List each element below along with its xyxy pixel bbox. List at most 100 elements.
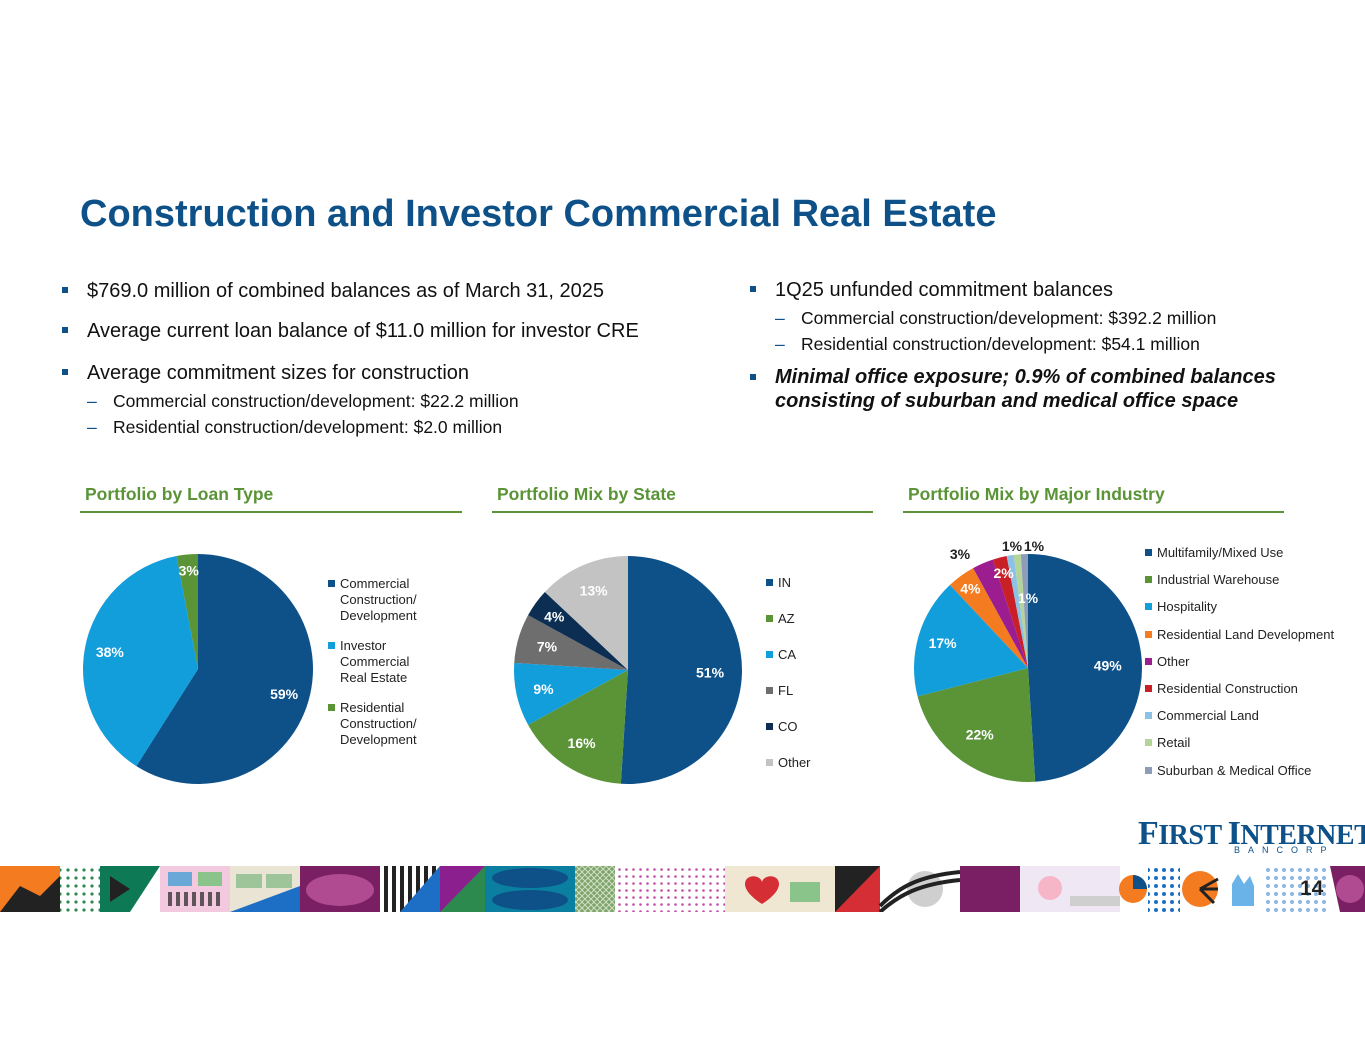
pie-data-label: 59% (270, 686, 299, 702)
legend-label: CA (778, 647, 797, 662)
chart-title-industry: Portfolio Mix by Major Industry (903, 484, 1284, 513)
chart-title-loan-type: Portfolio by Loan Type (80, 484, 462, 513)
legend-swatch-icon (1145, 684, 1152, 692)
sub-bullet-text: Residential construction/development: $2… (113, 417, 503, 437)
pie-data-label: 1% (1018, 590, 1039, 606)
legend-label: Other (778, 755, 811, 770)
chart-title-state: Portfolio Mix by State (492, 484, 873, 513)
legend-swatch-icon (1145, 576, 1152, 584)
legend-entry: IN (766, 575, 856, 611)
legend-swatch-icon (766, 759, 773, 766)
legend-entry: Other (1145, 654, 1355, 681)
bullet-square-icon (750, 374, 756, 380)
legend-swatch-icon (766, 579, 773, 586)
legend-label: Hospitality (1157, 599, 1217, 615)
pie-slice (1006, 554, 1028, 668)
legend-entry: Multifamily/Mixed Use (1145, 545, 1355, 572)
legend-label: IN (778, 575, 791, 590)
pie-data-label: 16% (568, 735, 597, 751)
bullet-item: Average commitment sizes for constructio… (62, 360, 732, 440)
legend-swatch-icon (766, 687, 773, 694)
legend-entry: Investor Commercial Real Estate (328, 638, 438, 686)
sub-bullet-item: – Commercial construction/development: $2… (87, 388, 732, 414)
pie-data-label: 4% (544, 608, 565, 624)
legend-entry: Commercial Construction/ Development (328, 576, 438, 624)
pie-chart-state: 51% 16% 9% 7% 4% 13% (514, 556, 743, 784)
pie-data-label: 9% (533, 681, 554, 697)
pie-chart-loan-type: 59% 38% 3% (83, 554, 313, 784)
legend-entry: Commercial Land (1145, 708, 1355, 735)
legend-state: IN AZ CA FL CO Other (766, 575, 856, 791)
legend-label: Residential Construction/ Development (340, 700, 417, 747)
pie-slice (914, 584, 1028, 697)
bullet-item: 1Q25 unfunded commitment balances – Commer… (750, 277, 1310, 357)
sub-bullet-item: – Residential construction/development: $… (775, 331, 1310, 357)
pie-slice (514, 662, 628, 725)
legend-entry: Residential Construction (1145, 681, 1355, 708)
legend-swatch-icon (328, 642, 335, 649)
bullet-text: 1Q25 unfunded commitment balances (775, 279, 1113, 301)
legend-entry: CO (766, 719, 856, 755)
pie-slice (917, 668, 1036, 782)
bullet-item: $769.0 million of combined balances as o… (62, 278, 732, 304)
pie-data-label: 1% (1002, 538, 1023, 554)
legend-swatch-icon (766, 723, 773, 730)
pie-data-label: 2% (994, 565, 1015, 581)
legend-swatch-icon (766, 615, 773, 622)
bullet-text: $769.0 million of combined balances as o… (87, 280, 604, 302)
bullet-square-icon (750, 286, 756, 292)
legend-label: Commercial Construction/ Development (340, 576, 417, 623)
sub-bullet-text: Residential construction/development: $5… (801, 334, 1200, 354)
legend-label: Other (1157, 653, 1190, 669)
pie-slice (176, 554, 198, 669)
legend-label: Multifamily/Mixed Use (1157, 545, 1284, 560)
dash-icon: – (775, 334, 785, 354)
legend-label: Industrial Warehouse (1157, 572, 1280, 588)
page-number: 14 (1300, 877, 1324, 900)
legend-entry: FL (766, 683, 856, 719)
first-internet-bancorp-logo: FIRST INTERNET BANCORP (1138, 815, 1365, 857)
dash-icon: – (87, 391, 97, 411)
legend-swatch-icon (328, 580, 335, 587)
pie-slice (1013, 554, 1028, 668)
legend-swatch-icon (328, 704, 335, 711)
legend-entry: Suburban & Medical Office (1145, 763, 1355, 790)
right-bullet-list: 1Q25 unfunded commitment balances – Commer… (750, 277, 1310, 427)
pie-slice (528, 591, 628, 670)
legend-entry: Residential Land Development (1145, 627, 1355, 654)
bullet-text: Minimal office exposure; 0.9% of combine… (775, 366, 1276, 412)
sub-bullet-list: – Commercial construction/development: $2… (87, 388, 732, 440)
bullet-text: Average current loan balance of $11.0 mi… (87, 320, 639, 342)
pie-slice (620, 556, 743, 784)
sub-bullet-text: Commercial construction/development: $39… (801, 308, 1217, 328)
bullet-square-icon (62, 369, 68, 375)
legend-entry: Residential Construction/ Development (328, 700, 438, 748)
legend-loan-type: Commercial Construction/ Development Inve… (328, 576, 438, 762)
pie-data-label: 7% (537, 638, 558, 654)
bullet-text: Average commitment sizes for constructio… (87, 362, 470, 384)
legend-label: FL (778, 683, 794, 698)
pie-slice (1020, 554, 1028, 668)
legend-swatch-icon (1145, 766, 1152, 774)
legend-swatch-icon (1145, 712, 1152, 720)
slide-title: Construction and Investor Commercial Rea… (80, 193, 997, 235)
dash-icon: – (775, 308, 785, 328)
legend-swatch-icon (1145, 603, 1152, 611)
sub-bullet-text: Commercial construction/development: $22… (113, 391, 519, 411)
legend-label: Investor Commercial Real Estate (340, 638, 410, 685)
legend-entry: Industrial Warehouse (1145, 572, 1355, 599)
dash-icon: – (87, 417, 97, 437)
legend-industry: Multifamily/Mixed Use Industrial Warehous… (1145, 545, 1355, 790)
legend-label: Suburban & Medical Office (1157, 762, 1312, 778)
legend-entry: AZ (766, 611, 856, 647)
legend-label: Retail (1157, 735, 1191, 751)
pie-slice (136, 554, 313, 784)
pie-data-label: 17% (929, 635, 958, 651)
legend-label: Residential Land Development (1157, 626, 1335, 642)
pie-slice (949, 568, 1028, 668)
legend-swatch-icon (1145, 549, 1152, 556)
pie-slice (1028, 554, 1142, 782)
pie-slice (544, 556, 628, 670)
left-bullet-list: $769.0 million of combined balances as o… (62, 278, 732, 448)
bullet-square-icon (62, 327, 68, 333)
